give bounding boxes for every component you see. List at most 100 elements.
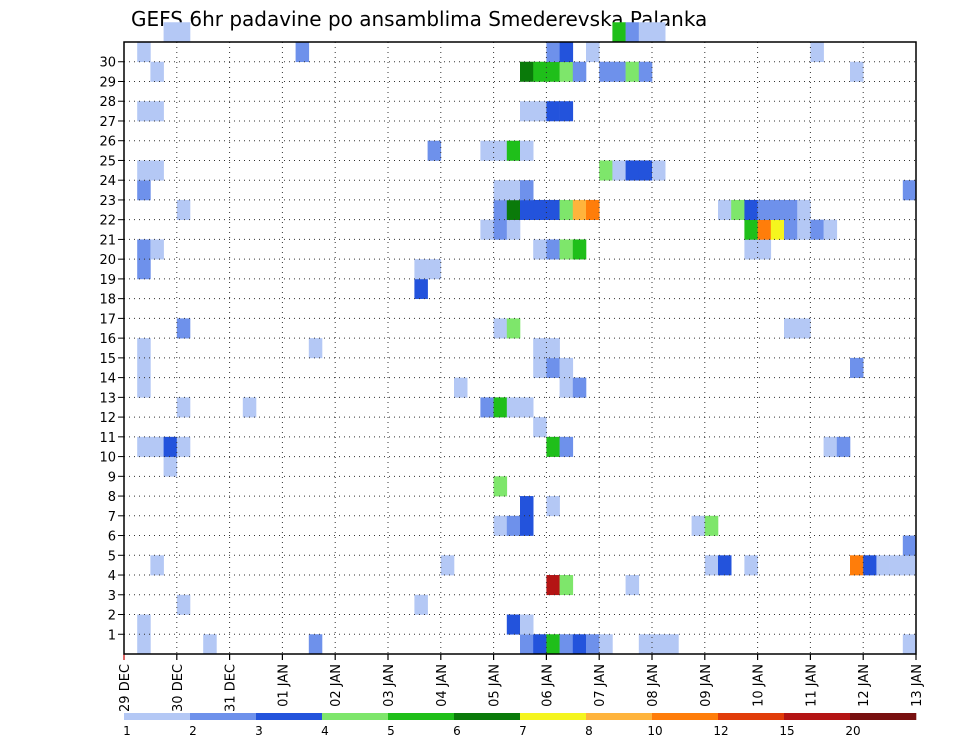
precip-cell xyxy=(137,239,151,260)
colorbar-label: 8 xyxy=(585,724,593,738)
precip-cell xyxy=(295,42,310,63)
precip-cell xyxy=(599,61,613,82)
y-tick-label: 10 xyxy=(99,451,116,466)
precip-cell xyxy=(546,199,560,220)
precip-cell xyxy=(744,239,758,260)
x-tick-label: 09 JAN xyxy=(699,664,714,707)
precip-cell xyxy=(414,278,428,299)
precip-cell xyxy=(559,357,574,378)
precip-cell xyxy=(480,140,494,161)
precip-cell xyxy=(546,101,560,122)
precip-cell xyxy=(520,614,534,635)
colorbar-label: 15 xyxy=(779,724,794,738)
precip-cell xyxy=(203,634,217,655)
precip-cell xyxy=(533,357,547,378)
x-tick-label: 29 DEC xyxy=(118,664,133,712)
precip-cell xyxy=(784,219,798,240)
precip-cell xyxy=(520,634,534,655)
precip-cell xyxy=(150,436,164,457)
precip-cell xyxy=(520,140,534,161)
y-tick-label: 18 xyxy=(99,293,116,308)
precip-cell xyxy=(493,397,508,418)
precip-cell xyxy=(414,259,428,280)
y-tick-label: 23 xyxy=(99,194,116,209)
precip-cell xyxy=(559,634,574,655)
x-tick-label: 01 JAN xyxy=(276,664,291,707)
precip-cell xyxy=(612,61,626,82)
precip-cell xyxy=(599,160,613,181)
precip-cell xyxy=(559,101,574,122)
precip-cell xyxy=(163,22,178,43)
precip-cell xyxy=(163,456,178,477)
precip-cell xyxy=(586,199,600,220)
colorbar-swatch xyxy=(256,713,323,720)
x-axis-ticks: 29 DEC 30 DEC 31 DEC 01 JAN 02 JAN 03 JAN 04 J… xyxy=(118,654,925,712)
y-tick-label: 4 xyxy=(108,569,116,584)
precip-cell xyxy=(770,199,785,220)
precip-cell xyxy=(546,239,560,260)
precip-cell xyxy=(559,42,574,63)
y-tick-label: 14 xyxy=(99,372,116,387)
precip-cell xyxy=(137,42,151,63)
precip-cell xyxy=(889,555,904,576)
precip-cell xyxy=(176,318,191,339)
precip-cell xyxy=(638,61,653,82)
precip-cell xyxy=(638,22,653,43)
colorbar: 1 2 3 4 5 6 7 8 10 12 15 20 xyxy=(123,713,917,738)
precip-cell xyxy=(784,199,798,220)
precip-cell xyxy=(454,377,468,398)
y-tick-label: 20 xyxy=(99,253,116,268)
precip-cell xyxy=(163,436,178,457)
precip-cell xyxy=(308,634,323,655)
precip-cell xyxy=(863,555,877,576)
precip-cell xyxy=(150,101,164,122)
precip-cell xyxy=(150,61,164,82)
precip-cell xyxy=(137,160,151,181)
y-tick-label: 8 xyxy=(108,490,116,505)
y-tick-label: 21 xyxy=(99,233,116,248)
precip-cell xyxy=(137,259,151,280)
y-tick-label: 27 xyxy=(99,115,116,130)
precip-cell xyxy=(850,357,864,378)
y-tick-label: 5 xyxy=(108,549,116,564)
precip-cell xyxy=(480,397,494,418)
precip-cell xyxy=(902,180,917,201)
precip-cell xyxy=(137,377,151,398)
precip-cell xyxy=(546,338,560,359)
precip-cell xyxy=(757,239,772,260)
precip-cell xyxy=(850,555,864,576)
precip-cell xyxy=(137,357,151,378)
precip-cell xyxy=(823,436,838,457)
precip-cell xyxy=(559,199,574,220)
precip-cell xyxy=(612,22,626,43)
precip-cell xyxy=(638,160,653,181)
precip-cell xyxy=(520,199,534,220)
precip-cell xyxy=(718,199,732,220)
chart-title: GEFS 6hr padavine po ansamblima Smederev… xyxy=(131,7,707,31)
y-tick-label: 2 xyxy=(108,609,116,624)
precip-cell xyxy=(137,338,151,359)
y-tick-label: 16 xyxy=(99,332,116,347)
precip-cell xyxy=(493,515,508,536)
y-tick-label: 12 xyxy=(99,411,116,426)
precip-cell xyxy=(559,61,574,82)
colorbar-label: 1 xyxy=(123,724,131,738)
x-tick-label: 06 JAN xyxy=(540,664,555,707)
colorbar-swatch xyxy=(322,713,389,720)
precip-cell xyxy=(572,634,587,655)
y-tick-label: 6 xyxy=(108,530,116,545)
precip-cell xyxy=(440,555,455,576)
colorbar-swatch xyxy=(586,713,653,720)
y-tick-label: 24 xyxy=(99,174,116,189)
colorbar-swatch xyxy=(388,713,455,720)
colorbar-label: 5 xyxy=(387,724,395,738)
precip-cell xyxy=(691,515,706,536)
precip-cell xyxy=(533,338,547,359)
x-tick-label: 10 JAN xyxy=(752,664,767,707)
precip-cell xyxy=(652,160,666,181)
precip-cell xyxy=(572,199,587,220)
precip-cell xyxy=(493,140,508,161)
x-tick-label: 02 JAN xyxy=(329,664,344,707)
precip-cell xyxy=(176,199,191,220)
